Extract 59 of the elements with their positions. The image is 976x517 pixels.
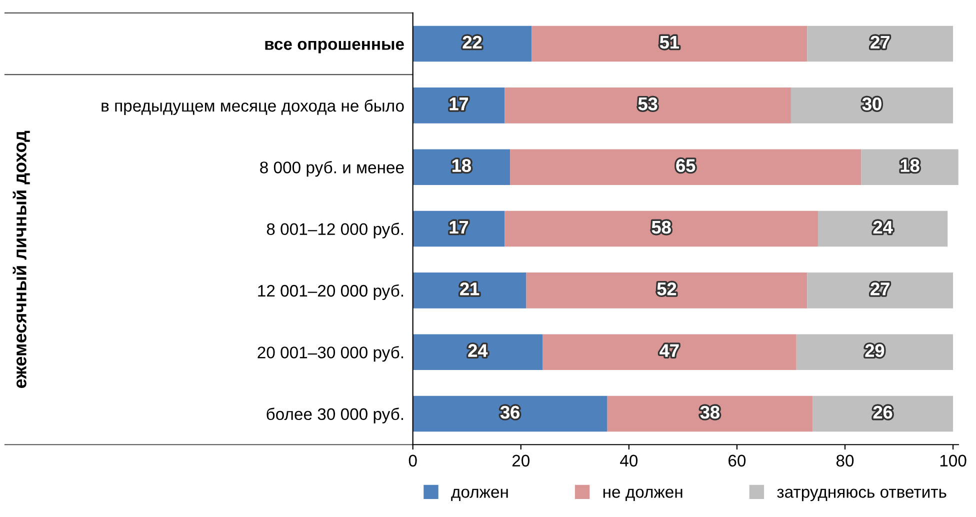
data-label: 24 (468, 344, 488, 357)
bar (532, 26, 808, 62)
y-tick-label: 8 001–12 000 руб. (266, 222, 404, 238)
bar (807, 26, 954, 62)
data-label: 27 (870, 36, 890, 48)
bar (790, 88, 954, 124)
data-label: 51 (660, 36, 679, 49)
data-label: 58 (652, 220, 671, 234)
data-label: 17 (450, 221, 468, 234)
data-label: 29 (865, 344, 884, 357)
data-label: 38 (700, 406, 720, 419)
bar (504, 88, 791, 124)
bar (861, 149, 958, 185)
legend-label: должен (451, 488, 508, 502)
y-tick-label: 20 001–30 000 руб. (258, 346, 404, 362)
data-label: 53 (638, 97, 658, 110)
data-label: 21 (460, 282, 480, 296)
data-label: 17 (450, 98, 468, 110)
data-label: 65 (676, 159, 696, 172)
y-tick-label: все опрошенные (265, 40, 404, 54)
data-label: 47 (660, 344, 679, 357)
legend-label: затрудняюсь ответить (777, 488, 946, 502)
data-label: 18 (900, 159, 920, 172)
x-tick-label: 0 (408, 454, 417, 467)
text: ежемесячный личный доход (12, 130, 30, 388)
x-tick-label: 100 (940, 454, 966, 467)
bar (412, 149, 510, 185)
data-label: 36 (500, 406, 520, 419)
legend-label: не должен (603, 488, 682, 502)
bar (504, 210, 818, 247)
y-tick-label: в предыдущем месяце дохода не было (102, 99, 404, 115)
x-tick-label: 20 (512, 454, 530, 467)
x-tick-label: 40 (620, 454, 638, 467)
bar (812, 396, 954, 432)
x-tick-label: 60 (728, 454, 746, 467)
y-tick-label: более 30 000 руб. (266, 408, 404, 424)
data-label: 18 (452, 159, 471, 172)
bar (807, 272, 954, 308)
bar (818, 210, 948, 247)
data-label: 24 (873, 220, 893, 234)
y-tick-label: 8 000 руб. и менее (260, 160, 404, 177)
data-label: 52 (657, 282, 676, 296)
bar (607, 396, 813, 432)
bar (412, 334, 542, 370)
bar (796, 334, 954, 370)
data-label: 27 (870, 282, 890, 296)
bar (412, 210, 505, 247)
y-tick-label: 12 001–20 000 руб. (258, 284, 404, 300)
bar (412, 272, 526, 308)
bar (510, 149, 862, 185)
data-label: 30 (862, 97, 882, 110)
bar (542, 334, 796, 370)
data-label: 22 (462, 36, 482, 48)
x-tick-label: 80 (836, 454, 854, 467)
bar (412, 396, 608, 432)
bar (412, 88, 505, 124)
data-label: 26 (873, 406, 892, 419)
bar (526, 272, 808, 308)
bar (412, 26, 532, 62)
